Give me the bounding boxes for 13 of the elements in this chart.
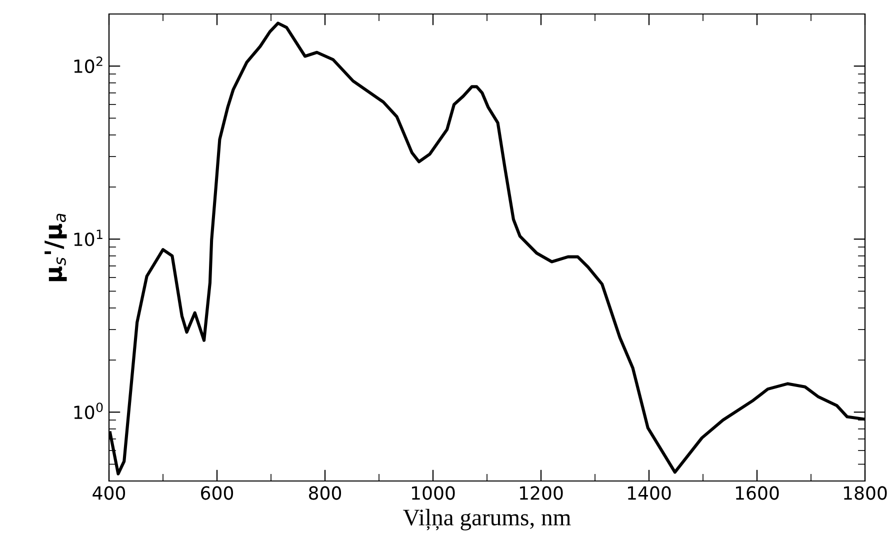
x-tick-label: 400 bbox=[92, 486, 126, 500]
x-tick-label: 1200 bbox=[520, 486, 563, 500]
x-tick-label: 600 bbox=[201, 486, 234, 500]
y-tick-label: 10$^{2}$ bbox=[74, 56, 102, 74]
x-tick-label: 800 bbox=[308, 486, 342, 500]
x-tick-label: 1400 bbox=[628, 486, 671, 500]
y-tick-label: 10$^{0}$ bbox=[74, 402, 103, 420]
y-axis-title: μ$_{s}$'/μ$_{a}$ bbox=[44, 214, 67, 282]
x-tick-label: 1600 bbox=[736, 486, 779, 500]
y-tick-label: 10$^{1}$ bbox=[74, 230, 102, 246]
x-axis-title: Viļņa garums, nm bbox=[403, 508, 571, 530]
x-tick-label: 1800 bbox=[844, 486, 887, 500]
x-tick-label: 1000 bbox=[412, 486, 455, 500]
